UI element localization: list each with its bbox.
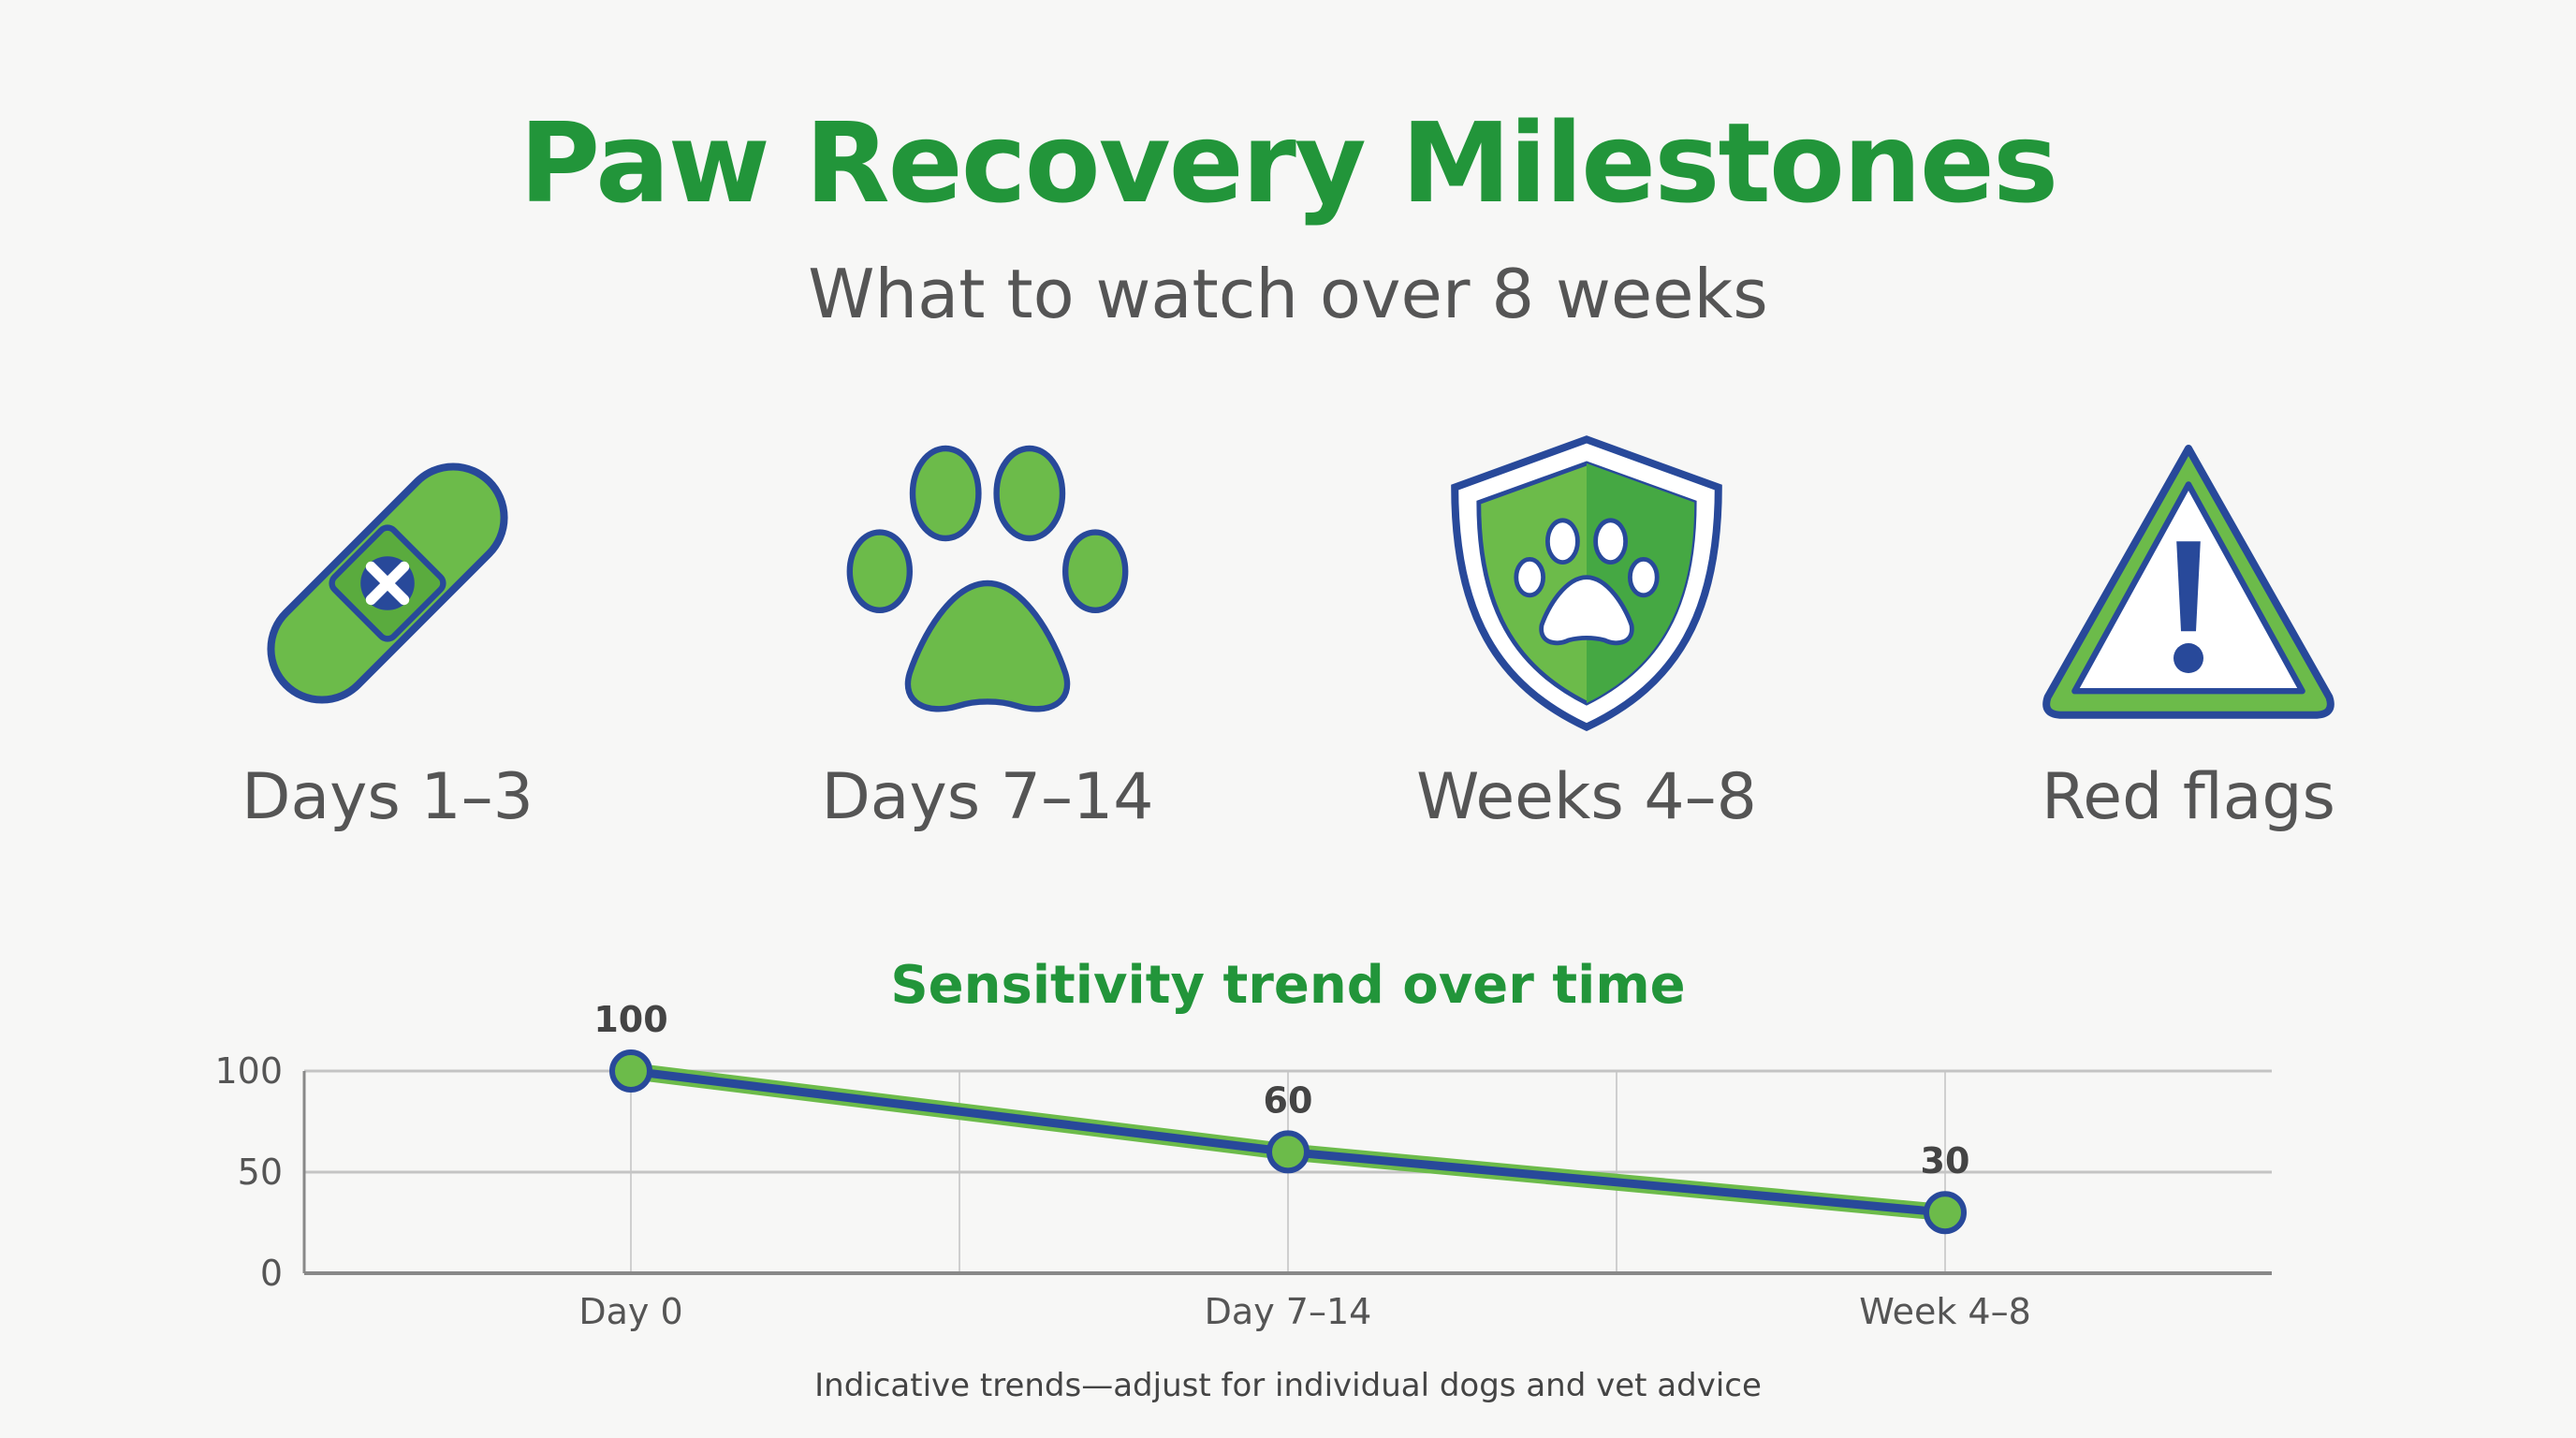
milestone-label-days-7-14: Days 7–14 <box>821 760 1154 834</box>
shield-paw-icon <box>1451 435 1722 732</box>
x-tick-label: Day 7–14 <box>1205 1291 1372 1332</box>
data-point <box>1924 1191 1967 1235</box>
data-label: 30 <box>1921 1140 1970 1181</box>
paw-print-icon <box>846 445 1129 712</box>
page-subtitle: What to watch over 8 weeks <box>808 255 1768 333</box>
data-label: 60 <box>1264 1079 1313 1121</box>
footnote: Indicative trends—adjust for individual … <box>814 1367 1762 1404</box>
x-tick-label: Week 4–8 <box>1859 1291 2031 1332</box>
milestone-label-red-flags: Red flags <box>2042 760 2335 834</box>
page-title: Paw Recovery Milestones <box>519 98 2058 227</box>
y-tick-label: 100 <box>214 1050 283 1092</box>
x-tick-label: Day 0 <box>578 1291 682 1332</box>
milestone-label-days-1-3: Days 1–3 <box>242 760 534 834</box>
data-point <box>609 1049 652 1093</box>
y-tick-label: 50 <box>238 1152 283 1193</box>
bandage-icon <box>267 462 508 704</box>
y-tick-label: 0 <box>260 1253 283 1294</box>
chart-title: Sensitivity trend over time <box>890 955 1686 1016</box>
milestone-label-weeks-4-8: Weeks 4–8 <box>1416 760 1757 834</box>
data-point <box>1266 1130 1310 1174</box>
data-label: 100 <box>593 999 667 1040</box>
warning-triangle-icon <box>2042 445 2334 719</box>
